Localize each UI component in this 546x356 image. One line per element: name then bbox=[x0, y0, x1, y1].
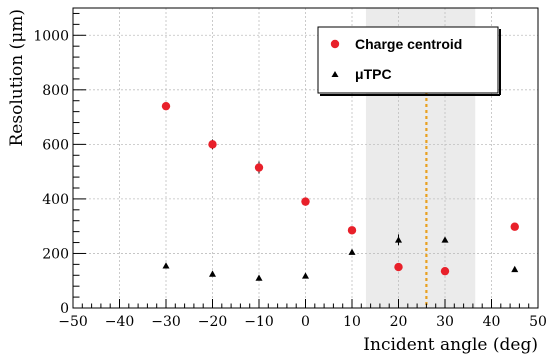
charge-centroid-series bbox=[161, 101, 519, 276]
x-tick-label: −10 bbox=[244, 314, 274, 330]
mutpc-series bbox=[162, 234, 519, 281]
y-tick-label: 1000 bbox=[33, 28, 69, 44]
data-point bbox=[347, 226, 357, 235]
x-tick-label: −30 bbox=[151, 314, 181, 330]
x-tick-label: −40 bbox=[105, 314, 135, 330]
series-layer bbox=[161, 101, 519, 281]
data-point bbox=[394, 262, 403, 272]
x-tick-label: 10 bbox=[343, 314, 361, 330]
data-point bbox=[348, 248, 356, 255]
x-tick-label: 30 bbox=[436, 314, 454, 330]
data-point bbox=[440, 266, 450, 276]
legend-charge-centroid-marker bbox=[330, 39, 340, 49]
y-tick-label: 0 bbox=[60, 301, 69, 317]
y-tick-label: 200 bbox=[42, 246, 69, 262]
data-point bbox=[162, 262, 170, 269]
legend-charge-centroid-label: Charge centroid bbox=[355, 36, 462, 52]
y-tick-label: 400 bbox=[42, 192, 69, 208]
data-point bbox=[301, 197, 310, 206]
data-point bbox=[209, 270, 216, 277]
x-tick-label: 0 bbox=[301, 314, 310, 330]
data-point bbox=[254, 163, 264, 172]
x-tick-label: 50 bbox=[529, 314, 546, 330]
data-point bbox=[255, 274, 263, 281]
tick-layer: −50 −40 −30 −20 −10 0 10 20 30 40 50 0 200 400 600 800 1… bbox=[33, 12, 546, 330]
data-point bbox=[302, 272, 309, 279]
x-tick-label: 20 bbox=[390, 314, 408, 330]
legend: Charge centroid μTPC bbox=[317, 26, 501, 96]
y-tick-label: 800 bbox=[42, 83, 69, 99]
data-point bbox=[511, 265, 519, 273]
legend-mutpc-label: μTPC bbox=[355, 66, 392, 82]
legend-mutpc-marker bbox=[331, 71, 339, 77]
data-point bbox=[208, 140, 217, 149]
y-axis-label: Resolution (μm) bbox=[7, 9, 27, 147]
x-tick-label: −50 bbox=[58, 314, 88, 330]
y-tick-label: 600 bbox=[42, 137, 69, 153]
x-axis-label: Incident angle (deg) bbox=[363, 335, 538, 355]
data-point bbox=[441, 236, 449, 243]
data-point bbox=[161, 101, 171, 111]
x-tick-label: −20 bbox=[198, 314, 228, 330]
data-point bbox=[510, 222, 519, 231]
x-tick-label: 40 bbox=[483, 314, 501, 330]
legend-box bbox=[317, 26, 499, 94]
data-point bbox=[395, 236, 402, 243]
